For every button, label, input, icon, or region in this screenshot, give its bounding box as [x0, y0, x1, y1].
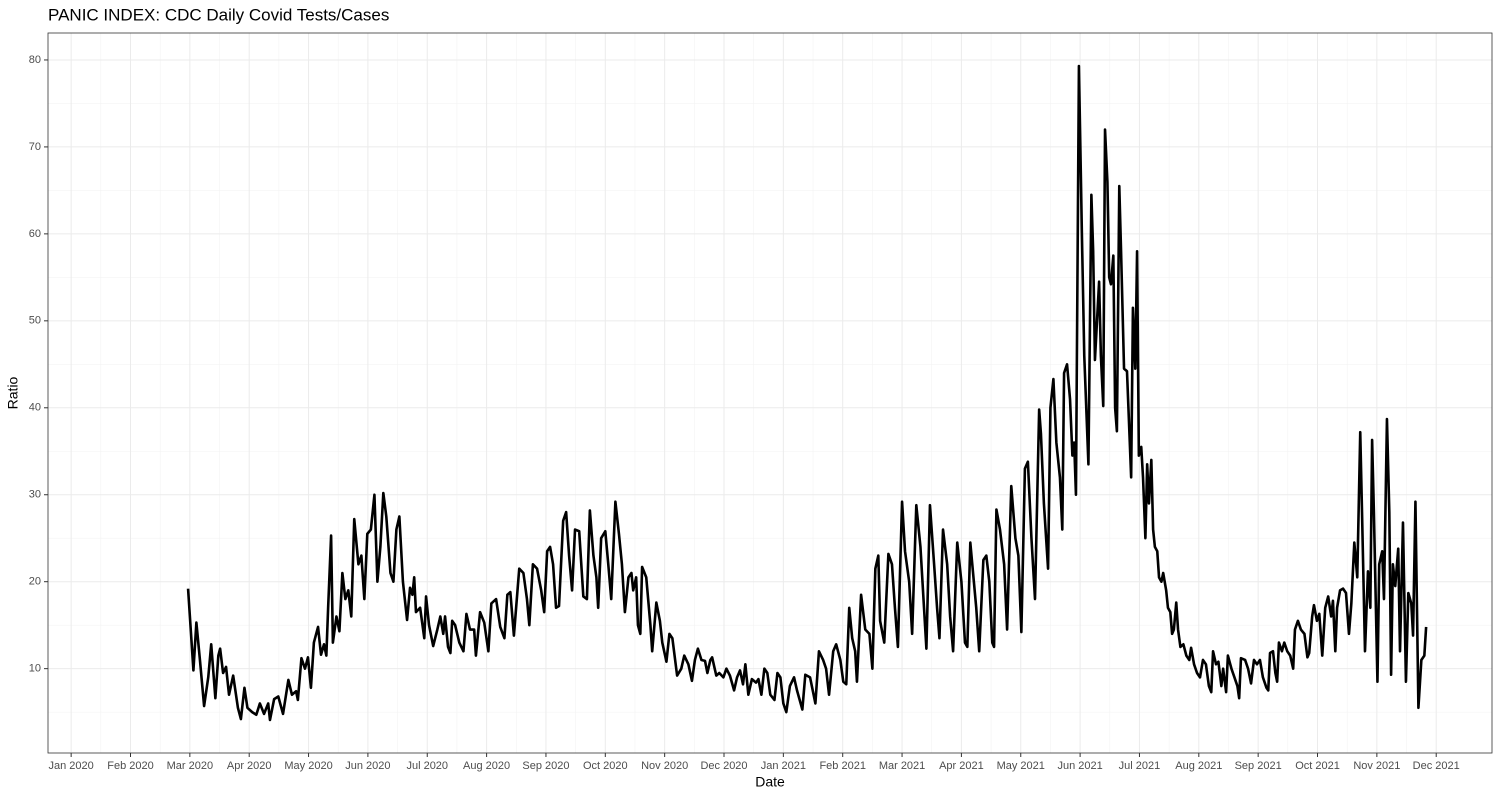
x-tick-label: Apr 2021: [939, 760, 984, 772]
x-tick-label: Oct 2021: [1295, 760, 1340, 772]
x-tick-label: Dec 2021: [1413, 760, 1460, 772]
x-tick-label: Apr 2020: [227, 760, 272, 772]
x-tick-label: Jun 2020: [345, 760, 390, 772]
y-tick-label: 30: [29, 489, 41, 501]
y-tick-label: 50: [29, 315, 41, 327]
x-tick-label: Jan 2021: [761, 760, 806, 772]
x-tick-label: Sep 2021: [1235, 760, 1282, 772]
y-tick-label: 60: [29, 228, 41, 240]
y-tick-label: 70: [29, 141, 41, 153]
x-tick-label: Jan 2020: [49, 760, 94, 772]
x-tick-label: Mar 2021: [879, 760, 925, 772]
x-tick-label: Jun 2021: [1057, 760, 1102, 772]
x-tick-label: Sep 2020: [522, 760, 569, 772]
y-axis-label: Ratio: [5, 376, 21, 409]
x-tick-label: Oct 2020: [583, 760, 628, 772]
y-tick-label: 10: [29, 663, 41, 675]
x-tick-label: Nov 2021: [1353, 760, 1400, 772]
x-tick-label: Feb 2021: [819, 760, 865, 772]
x-tick-label: Jul 2020: [406, 760, 448, 772]
x-tick-label: Feb 2020: [107, 760, 153, 772]
y-tick-label: 20: [29, 576, 41, 588]
x-tick-label: Dec 2020: [700, 760, 747, 772]
x-tick-label: May 2021: [997, 760, 1045, 772]
x-tick-label: Aug 2021: [1175, 760, 1222, 772]
line-series: [186, 64, 1428, 722]
x-tick-label: Aug 2020: [463, 760, 510, 772]
y-tick-label: 80: [29, 54, 41, 66]
plot-border: [47, 32, 1493, 754]
x-tick-label: May 2020: [284, 760, 332, 772]
x-tick-label: Nov 2020: [641, 760, 688, 772]
x-tick-label: Mar 2020: [167, 760, 213, 772]
y-tick-label: 40: [29, 402, 41, 414]
x-axis-label: Date: [755, 774, 785, 790]
chart-title: PANIC INDEX: CDC Daily Covid Tests/Cases: [48, 5, 389, 24]
x-tick-label: Jul 2021: [1119, 760, 1161, 772]
